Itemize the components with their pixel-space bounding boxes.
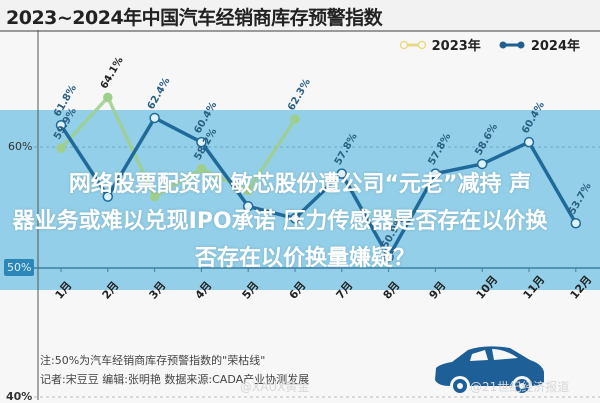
- svg-text:62.4%: 62.4%: [146, 76, 173, 112]
- watermark-2: @21世纪经济报道: [470, 380, 570, 394]
- legend-line-icon-2024: [499, 41, 525, 48]
- note-credits: 记者:宋豆豆 编辑:张明艳 数据来源:CADA产业协测发展: [40, 373, 310, 386]
- watermark-1: @XAUX黄金: [240, 380, 310, 394]
- svg-text:62.3%: 62.3%: [286, 77, 313, 113]
- title-bar: 2023~2024年中国汽车经销商库存预警指数: [0, 0, 600, 32]
- legend-label-2024: 2024年: [530, 39, 580, 54]
- legend-item-2024: 2024年: [499, 35, 580, 54]
- car-icon: [435, 346, 544, 396]
- series-lines: [55, 92, 582, 263]
- overlay-headline-line2: 器业务或难以兑现IPO承诺 压力传感器是否存在以价换: [12, 209, 548, 234]
- svg-text:64.1%: 64.1%: [99, 55, 126, 91]
- svg-text:58.6%: 58.6%: [473, 122, 500, 158]
- svg-text:60.4%: 60.4%: [520, 100, 547, 136]
- svg-text:57.8%: 57.8%: [426, 132, 453, 168]
- highlight-band: [0, 110, 600, 290]
- chart-title: 2023~2024年中国汽车经销商库存预警指数: [6, 7, 383, 29]
- legend-label-2023: 2023年: [431, 39, 481, 54]
- overlay-headline-line1: 网络股票配资网 敏芯股份遭公司“元老”减持 声: [68, 172, 532, 197]
- x-ticks: [60, 268, 577, 272]
- legend: 2023年 2024年: [399, 35, 580, 54]
- legend-line-icon-2023: [399, 40, 426, 49]
- y-tick-50: 50%: [4, 259, 35, 276]
- y-tick-60: 60%: [8, 140, 33, 153]
- note-threshold: 注:50%为汽车经销商库存预警指数的"荣枯线": [40, 354, 266, 367]
- svg-text:57.8%: 57.8%: [333, 132, 360, 168]
- y-tick-40: 40%: [6, 390, 33, 403]
- legend-item-2023: 2023年: [399, 35, 481, 54]
- overlay-headline-line3: 否存在以价换量嫌疑？: [194, 246, 415, 271]
